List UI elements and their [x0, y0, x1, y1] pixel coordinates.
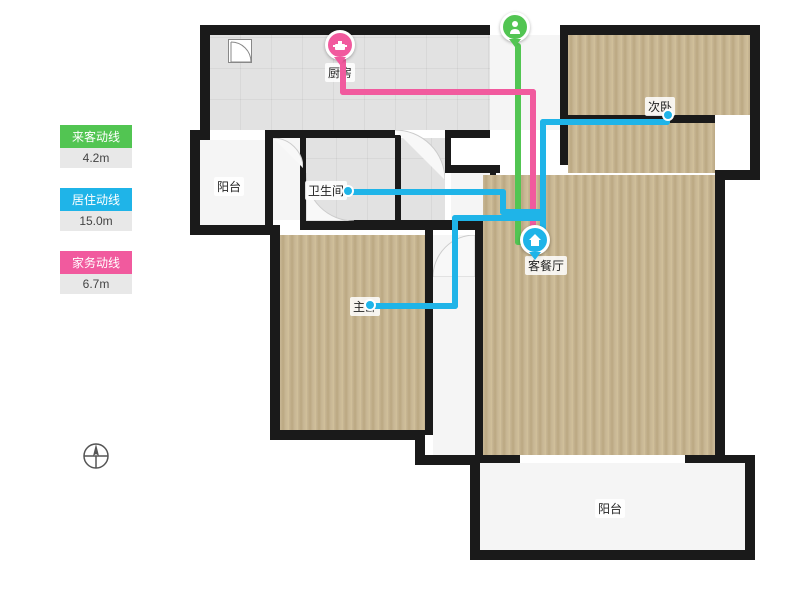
- wall: [715, 170, 725, 465]
- wall: [425, 225, 433, 435]
- wall: [470, 550, 755, 560]
- label-balcony2: 阳台: [595, 499, 625, 518]
- wall: [475, 225, 483, 465]
- route-living: [452, 215, 458, 309]
- marker-chore: [325, 30, 355, 68]
- wall: [445, 130, 490, 138]
- wall: [560, 25, 760, 35]
- wall: [445, 130, 451, 170]
- door-arc-icon: [395, 130, 445, 180]
- legend-panel: 来客动线 4.2m 居住动线 15.0m 家务动线 6.7m: [60, 125, 132, 314]
- route-living: [370, 303, 458, 309]
- label-balcony1: 阳台: [214, 177, 244, 196]
- wall: [470, 455, 480, 560]
- home-icon: [527, 232, 543, 248]
- wall: [265, 130, 395, 138]
- pot-icon: [332, 37, 348, 53]
- legend-living-label: 居住动线: [60, 188, 132, 211]
- person-icon: [507, 19, 523, 35]
- wall: [265, 135, 273, 230]
- wall: [560, 25, 568, 165]
- wall: [750, 25, 760, 180]
- wall: [745, 455, 755, 560]
- legend-living: 居住动线 15.0m: [60, 188, 132, 231]
- route-chore: [340, 89, 536, 95]
- room-masterbed: [280, 235, 425, 430]
- wall: [270, 225, 280, 440]
- route-endpoint: [364, 299, 376, 311]
- window-icon: [228, 39, 252, 63]
- route-living: [452, 215, 546, 221]
- wall: [685, 455, 720, 463]
- legend-living-value: 15.0m: [60, 211, 132, 231]
- floorplan: 厨房 阳台 卫生间 次卧 主卧 客餐厅 阳台: [190, 15, 770, 585]
- legend-guest: 来客动线 4.2m: [60, 125, 132, 168]
- legend-chore-value: 6.7m: [60, 274, 132, 294]
- route-living: [540, 119, 670, 125]
- wall: [475, 455, 520, 463]
- wall: [270, 430, 425, 440]
- route-living: [348, 189, 506, 195]
- legend-guest-value: 4.2m: [60, 148, 132, 168]
- marker-guest: [500, 12, 530, 50]
- legend-chore-label: 家务动线: [60, 251, 132, 274]
- door-arc-icon: [273, 138, 303, 168]
- wall: [300, 220, 500, 230]
- route-endpoint: [342, 185, 354, 197]
- room-secondbed-lower: [568, 123, 715, 173]
- compass-icon: [80, 440, 112, 472]
- wall: [200, 25, 210, 140]
- legend-chore: 家务动线 6.7m: [60, 251, 132, 294]
- marker-living: [520, 225, 550, 263]
- legend-guest-label: 来客动线: [60, 125, 132, 148]
- wall: [190, 130, 200, 235]
- route-endpoint: [662, 109, 674, 121]
- label-bathroom: 卫生间: [305, 181, 347, 200]
